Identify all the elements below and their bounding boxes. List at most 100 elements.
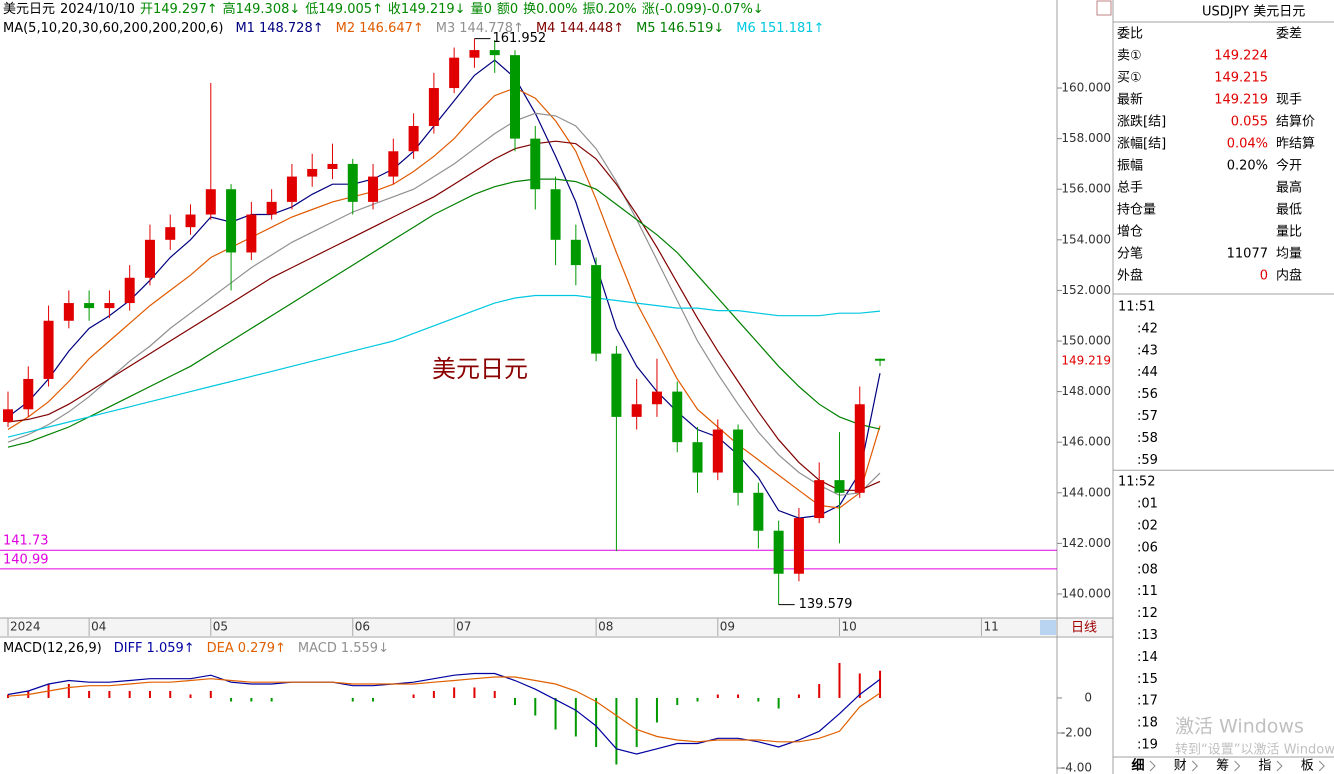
period-tab[interactable]: 日线	[1071, 621, 1097, 636]
y-tick-label: 156.000	[1061, 182, 1111, 196]
quote-value: 149.224	[1214, 49, 1268, 64]
quote-value: 0.055	[1231, 115, 1268, 130]
candle-body	[84, 303, 95, 309]
macd-line	[7, 672, 881, 755]
header-item: 额0	[497, 2, 518, 17]
macd-title: MACD(12,26,9)	[3, 641, 102, 656]
quote-label: 振幅	[1117, 159, 1143, 174]
bottom-tab[interactable]: 板	[1301, 759, 1314, 774]
candle-body	[408, 125, 419, 152]
candle-body	[489, 50, 500, 56]
y-tick-label: 154.000	[1061, 232, 1111, 246]
panel-title: USDJPY 美元日元	[1202, 5, 1305, 20]
header-item: 收149.219↓	[388, 2, 466, 17]
legend-name: MACD	[298, 641, 337, 656]
quote-right-label: 昨结算	[1276, 137, 1315, 152]
date-strip	[0, 618, 1057, 636]
ma-legend-title: MA(5,10,20,30,60,200,200,200,6)	[3, 21, 223, 36]
candle-body	[875, 358, 886, 361]
candle-body	[793, 518, 804, 574]
quote-label: 买①	[1117, 71, 1142, 86]
legend-name: M2	[336, 21, 356, 36]
header-item: 美元日元	[3, 2, 55, 17]
candle-body	[692, 442, 703, 473]
quote-right-label: 内盘	[1276, 268, 1302, 284]
time-item: :57	[1137, 409, 1158, 424]
macd-legend: MACD(12,26,9) DIFF 1.059↑ DEA 0.279↑ MACD 1.55…	[3, 641, 389, 656]
window-icon[interactable]	[1096, 0, 1112, 16]
candle-body	[205, 189, 216, 215]
header-item: 涨(-0.099)-0.07%↓	[642, 2, 764, 17]
ma-line	[7, 178, 881, 448]
time-item: :12	[1137, 606, 1158, 621]
quote-label: 分笔	[1117, 246, 1143, 262]
x-tick-label: 09	[720, 620, 735, 634]
legend-value: 148.728↑	[259, 21, 324, 36]
bottom-tab[interactable]: 指	[1258, 759, 1271, 774]
bottom-tab[interactable]: 财	[1174, 759, 1187, 774]
y-tick-label: 140.000	[1061, 586, 1111, 600]
candle-body	[124, 277, 135, 304]
ma-line	[7, 59, 881, 519]
quote-right-label: 现手	[1276, 93, 1302, 108]
time-item: :06	[1137, 540, 1158, 555]
x-tick-label: 11	[983, 620, 998, 634]
time-item: :02	[1137, 519, 1158, 534]
quote-value: 0.04%	[1227, 137, 1268, 152]
peak-label: 161.952	[492, 31, 546, 46]
candle-body	[327, 163, 338, 169]
quote-label: 涨跌[结]	[1117, 114, 1166, 130]
y-tick-label: 152.000	[1061, 283, 1111, 297]
y-tick-label: 150.000	[1061, 334, 1111, 348]
quote-label: 持仓量	[1117, 203, 1156, 218]
time-item: :13	[1137, 628, 1158, 643]
candle-body	[712, 429, 723, 473]
period-tab-bg[interactable]	[1057, 618, 1113, 636]
time-item: :56	[1137, 387, 1158, 402]
time-item: :08	[1137, 562, 1158, 577]
candle-body	[307, 168, 318, 177]
ma-line	[7, 87, 881, 509]
quote-label: 委比	[1117, 27, 1143, 42]
candle-body	[286, 176, 297, 202]
legend-name: DEA	[207, 641, 234, 656]
legend-name: DIFF	[114, 641, 143, 656]
y-tick-label: -4.00	[1061, 761, 1092, 774]
candle-body	[43, 320, 54, 379]
legend-value: 151.181↑	[760, 21, 825, 36]
time-item: :11	[1137, 584, 1158, 599]
candle-body	[631, 404, 642, 417]
candle-body	[570, 239, 581, 266]
watermark: 激活 Windows	[1175, 716, 1304, 738]
candle-body	[651, 391, 662, 405]
time-item: :19	[1137, 738, 1158, 753]
legend-value: 146.647↑	[359, 21, 424, 36]
quote-right-label: 委差	[1276, 27, 1302, 42]
y-tick-label: 0	[1084, 690, 1092, 704]
bottom-tab[interactable]: 筹	[1216, 758, 1229, 774]
quote-label: 增仓	[1117, 225, 1143, 240]
candle-body	[266, 201, 277, 215]
candle-body	[165, 227, 176, 240]
bottom-tab[interactable]: 细	[1131, 758, 1144, 774]
candle-body	[368, 176, 379, 202]
y-tick-label: 148.000	[1061, 384, 1111, 398]
legend-name: M5	[636, 21, 656, 36]
candle-body	[246, 214, 257, 253]
candle-body	[347, 163, 358, 202]
candle-body	[611, 353, 622, 417]
candle-body	[672, 391, 683, 443]
candle-body	[185, 214, 196, 228]
header-item: 高149.308↓	[223, 1, 301, 17]
quote-right-label: 最低	[1276, 203, 1302, 218]
quote-label: 最新	[1117, 92, 1143, 108]
h-line-label: 141.73	[3, 534, 49, 549]
scroll-box[interactable]	[1040, 620, 1056, 635]
h-line-label: 140.99	[3, 552, 49, 567]
tab-arrow	[1191, 760, 1199, 772]
candle-body	[733, 429, 744, 493]
x-tick-label: 05	[213, 620, 228, 634]
time-item: :17	[1137, 694, 1158, 709]
header-item: 量0	[471, 2, 492, 17]
candle-body	[3, 409, 13, 422]
